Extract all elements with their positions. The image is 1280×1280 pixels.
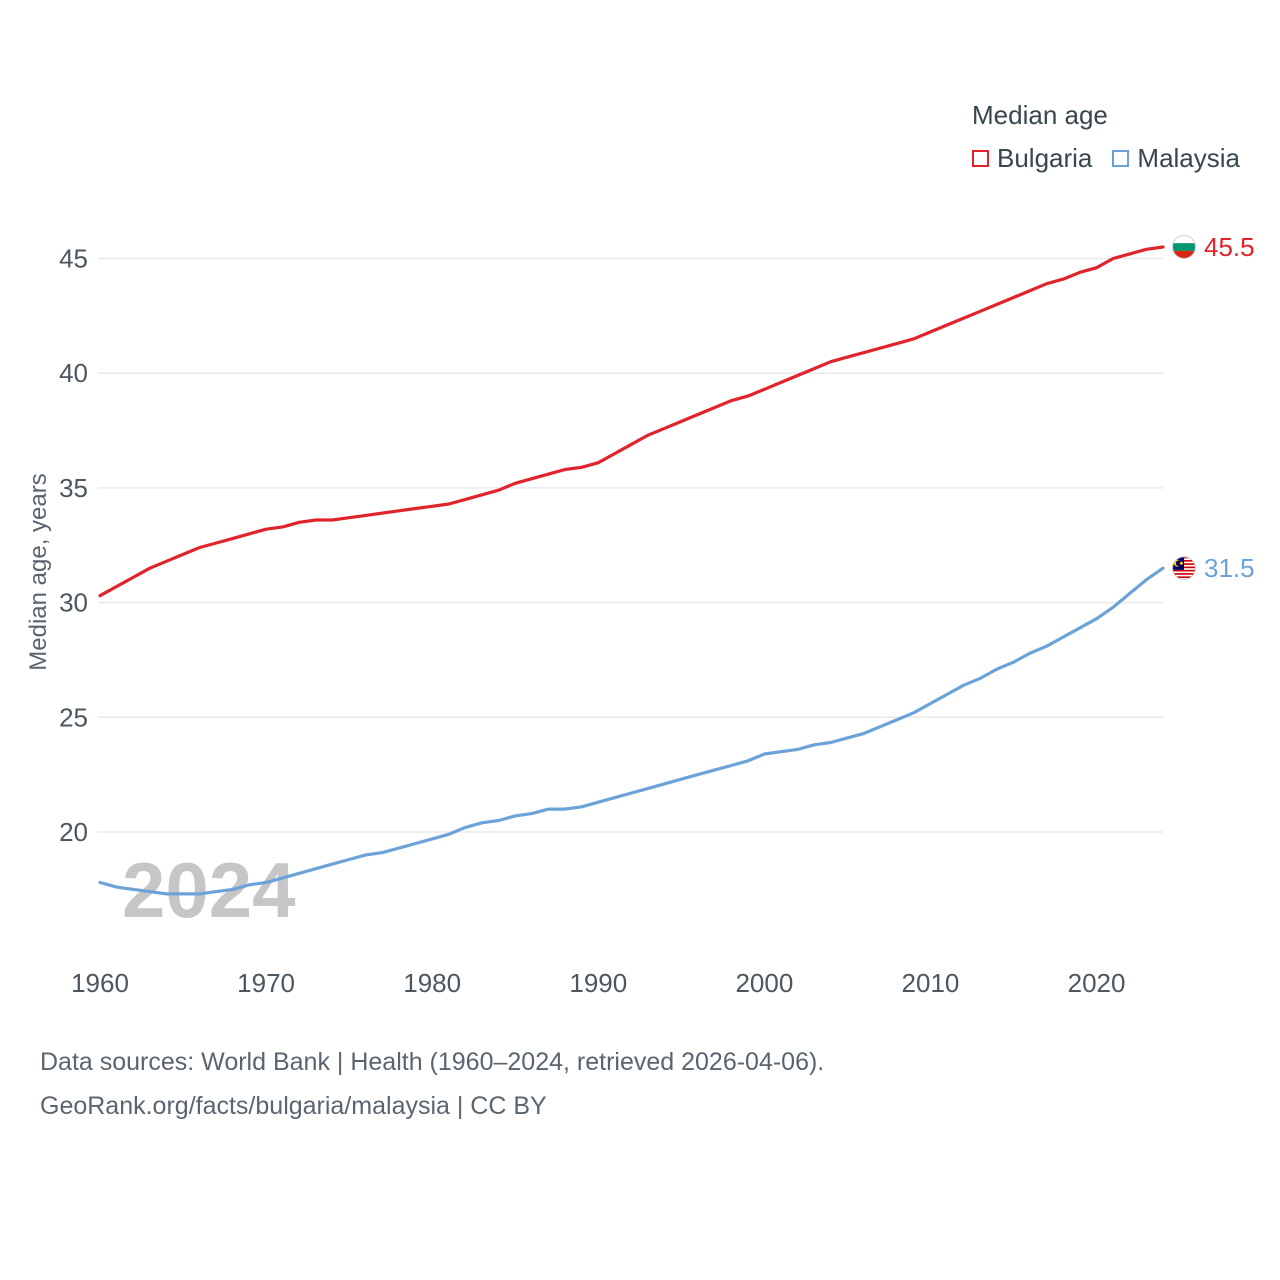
y-tick-label: 30	[59, 588, 88, 618]
malaysia-flag-icon	[1172, 556, 1196, 580]
x-tick-label: 2020	[1068, 968, 1126, 998]
bulgaria-end-value-label: 45.5	[1204, 232, 1255, 262]
legend-items: Bulgaria Malaysia	[972, 143, 1240, 174]
y-tick-label: 20	[59, 817, 88, 847]
bulgaria-swatch-icon	[972, 150, 989, 167]
x-tick-label: 2010	[902, 968, 960, 998]
y-tick-label: 45	[59, 244, 88, 274]
y-axis-title: Median age, years	[25, 473, 52, 670]
legend-item-malaysia[interactable]: Malaysia	[1112, 143, 1240, 174]
x-tick-label: 1990	[569, 968, 627, 998]
attribution-line: GeoRank.org/facts/bulgaria/malaysia | CC…	[40, 1092, 547, 1120]
legend-title: Median age	[972, 100, 1108, 130]
malaysia-line[interactable]	[98, 566, 1165, 896]
malaysia-end-value-label: 31.5	[1204, 553, 1255, 583]
legend-label-malaysia: Malaysia	[1137, 143, 1240, 173]
x-tick-label: 1960	[71, 968, 129, 998]
y-axis-ticks: 20 25 30 35 40 45	[59, 244, 88, 848]
legend-item-bulgaria[interactable]: Bulgaria	[972, 143, 1092, 174]
y-tick-label: 35	[59, 473, 88, 503]
watermark-year: 2024	[122, 846, 296, 934]
y-tick-label: 25	[59, 702, 88, 732]
malaysia-swatch-icon	[1112, 150, 1130, 167]
x-tick-label: 2000	[735, 968, 793, 998]
gridlines	[98, 257, 1163, 833]
data-sources-line: Data sources: World Bank | Health (1960–…	[40, 1048, 825, 1076]
legend: Median age Bulgaria Malaysia	[972, 100, 1240, 174]
footer: Data sources: World Bank | Health (1960–…	[40, 1040, 824, 1128]
legend-label-bulgaria: Bulgaria	[997, 143, 1093, 173]
x-tick-label: 1970	[237, 968, 295, 998]
bulgaria-flag-icon	[1172, 235, 1196, 259]
x-axis-ticks: 1960 1970 1980 1990 2000 2010 2020	[71, 968, 1125, 998]
x-tick-label: 1980	[403, 968, 461, 998]
bulgaria-line[interactable]	[98, 245, 1165, 598]
y-tick-label: 40	[59, 358, 88, 388]
